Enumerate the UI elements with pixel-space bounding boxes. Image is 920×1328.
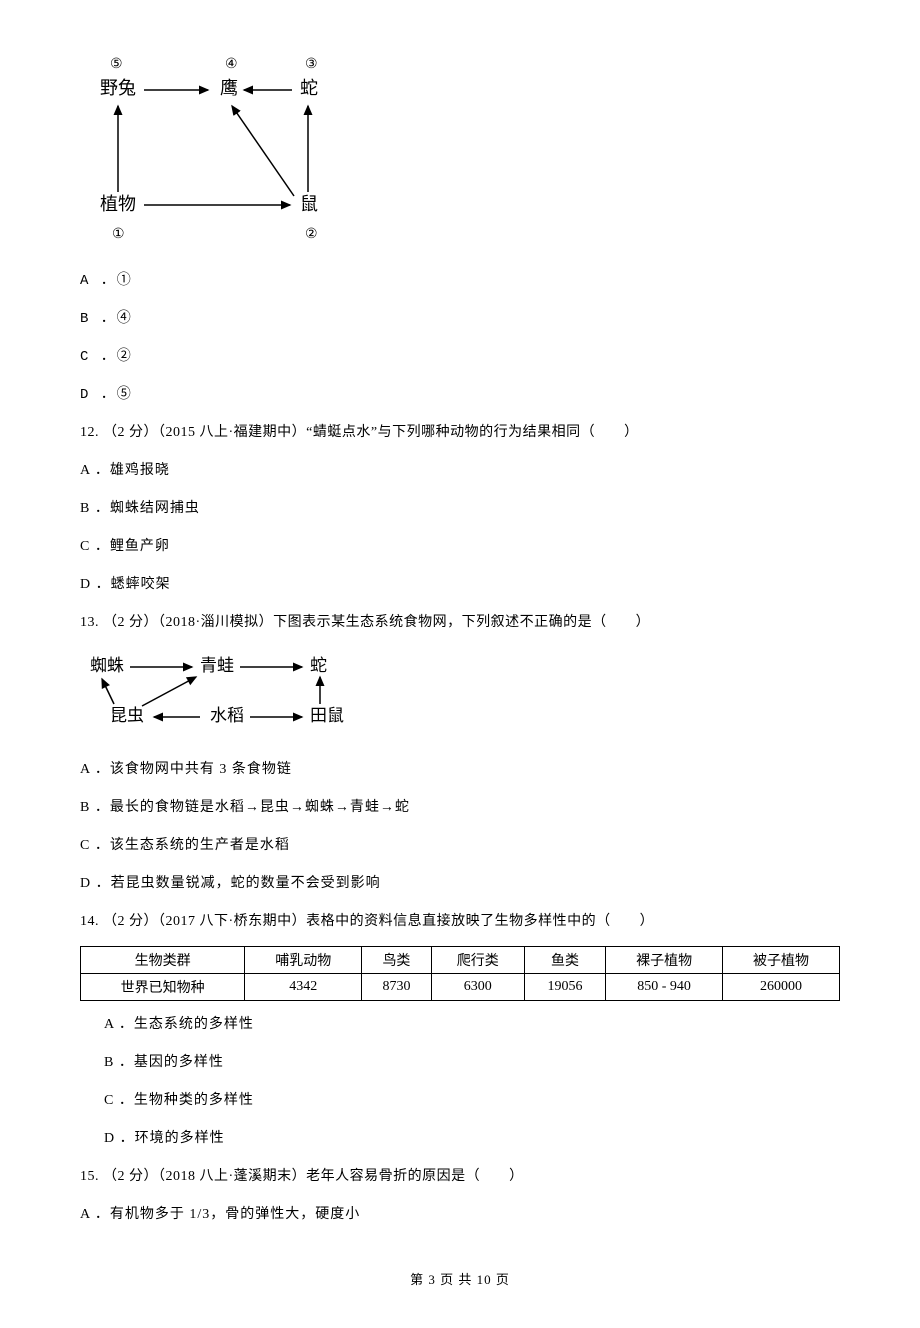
- table-data-cell: 260000: [723, 974, 840, 1001]
- table-header-cell: 裸子植物: [606, 947, 723, 974]
- q15-stem: 15. （2 分）（2018 八上·蓬溪期末）老年人容易骨折的原因是（ ）: [80, 1163, 840, 1191]
- svg-text:植物: 植物: [100, 194, 136, 214]
- table-header-row: 生物类群哺乳动物鸟类爬行类鱼类裸子植物被子植物: [81, 947, 840, 974]
- table-data-cell: 850 - 940: [606, 974, 723, 1001]
- q12-option-a: A ．雄鸡报晓: [80, 457, 840, 485]
- svg-text:鹰: 鹰: [220, 78, 238, 98]
- table-row-label: 世界已知物种: [81, 974, 245, 1001]
- svg-text:蛇: 蛇: [300, 78, 318, 98]
- svg-text:野兔: 野兔: [100, 78, 136, 98]
- q13-option-a: A ．该食物网中共有 3 条食物链: [80, 756, 840, 784]
- svg-text:昆虫: 昆虫: [110, 706, 144, 725]
- svg-text:蜘蛛: 蜘蛛: [90, 656, 124, 675]
- q12-option-c: C ．鲤鱼产卵: [80, 533, 840, 561]
- table-header-cell: 被子植物: [723, 947, 840, 974]
- svg-text:青蛙: 青蛙: [200, 656, 234, 675]
- svg-text:蛇: 蛇: [310, 656, 327, 675]
- page-content: ⑤④③野兔鹰蛇植物鼠①② A ．① B ．④ C ．② D ．⑤ 12. （2 …: [0, 0, 920, 1328]
- q13-option-c: C ．该生态系统的生产者是水稻: [80, 832, 840, 860]
- q14-option-a: A ．生态系统的多样性: [104, 1011, 840, 1039]
- svg-text:水稻: 水稻: [210, 706, 244, 725]
- table-data-cell: 4342: [245, 974, 362, 1001]
- table-header-cell: 鱼类: [524, 947, 605, 974]
- svg-text:④: ④: [225, 57, 238, 72]
- q13-option-b: B ．最长的食物链是水稻→昆虫→蜘蛛→青蛙→蛇: [80, 794, 840, 822]
- q15-option-a: A ．有机物多于 1/3，骨的弹性大，硬度小: [80, 1201, 840, 1229]
- table-header-cell: 哺乳动物: [245, 947, 362, 974]
- table-data-cell: 8730: [362, 974, 431, 1001]
- table-header-cell: 鸟类: [362, 947, 431, 974]
- svg-text:鼠: 鼠: [300, 194, 318, 214]
- svg-text:③: ③: [305, 57, 318, 72]
- q13-stem: 13. （2 分）（2018·淄川模拟）下图表示某生态系统食物网，下列叙述不正确…: [80, 609, 840, 637]
- q11-option-b: B ．④: [80, 305, 840, 333]
- table-data-cell: 19056: [524, 974, 605, 1001]
- q12-option-b: B ．蜘蛛结网捕虫: [80, 495, 840, 523]
- food-web-diagram-2: 蜘蛛 青蛙 蛇昆虫 水稻 田鼠: [80, 649, 840, 744]
- q13-option-d: D ．若昆虫数量锐减，蛇的数量不会受到影响: [80, 870, 840, 898]
- table-data-cell: 6300: [431, 974, 524, 1001]
- q12-option-d: D ．蟋蟀咬架: [80, 571, 840, 599]
- svg-text:⑤: ⑤: [110, 57, 123, 72]
- food-web-diagram-1: ⑤ ④ ③ 野兔 鹰 蛇植物 鼠 ① ②: [80, 50, 840, 255]
- table-data-row: 世界已知物种43428730630019056850 - 940260000: [81, 974, 840, 1001]
- svg-text:①: ①: [112, 227, 125, 242]
- q11-option-d: D ．⑤: [80, 381, 840, 409]
- svg-text:②: ②: [305, 227, 318, 242]
- q11-option-a: A ．①: [80, 267, 840, 295]
- q12-stem: 12. （2 分）（2015 八上·福建期中）“蜻蜓点水”与下列哪种动物的行为结…: [80, 419, 840, 447]
- q14-option-b: B ．基因的多样性: [104, 1049, 840, 1077]
- table-header-cell: 生物类群: [81, 947, 245, 974]
- q14-option-d: D ．环境的多样性: [104, 1125, 840, 1153]
- q14-option-c: C ．生物种类的多样性: [104, 1087, 840, 1115]
- q14-stem: 14. （2 分）（2017 八下·桥东期中）表格中的资料信息直接放映了生物多样…: [80, 908, 840, 936]
- q11-option-c: C ．②: [80, 343, 840, 371]
- svg-text:田鼠: 田鼠: [310, 706, 344, 725]
- table-header-cell: 爬行类: [431, 947, 524, 974]
- page-footer: 第 3 页 共 10 页: [80, 1269, 840, 1288]
- biodiversity-table: 生物类群哺乳动物鸟类爬行类鱼类裸子植物被子植物 世界已知物种4342873063…: [80, 946, 840, 1001]
